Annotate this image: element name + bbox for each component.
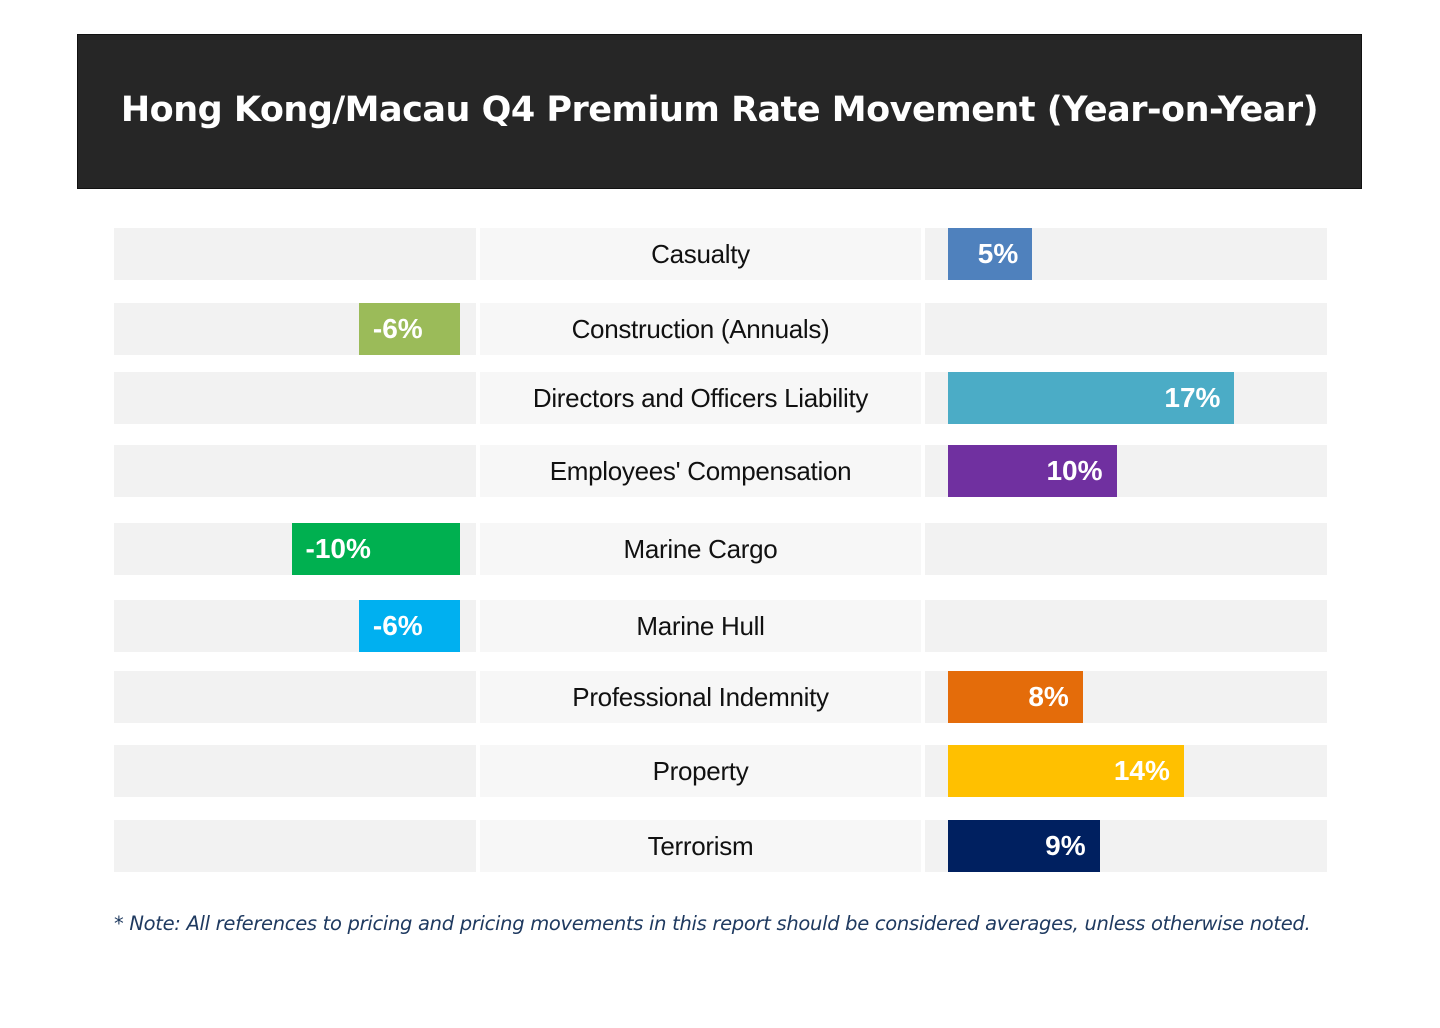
data-label: 10% <box>1046 455 1103 486</box>
footnote: * Note: All references to pricing and pr… <box>114 912 1311 935</box>
chart-title-bar: Hong Kong/Macau Q4 Premium Rate Movement… <box>77 34 1362 189</box>
data-label: 5% <box>977 238 1019 269</box>
category-label: Marine Hull <box>636 610 765 641</box>
row-panel-mid <box>480 372 921 424</box>
data-label: 8% <box>1028 681 1069 712</box>
bar: -6% <box>358 303 460 355</box>
row-panel-right <box>925 523 1327 575</box>
chart-row: Terrorism 9% <box>114 820 1327 872</box>
row-panel-mid <box>480 303 921 355</box>
row-panel-mid <box>480 445 921 497</box>
chart-title: Hong Kong/Macau Q4 Premium Rate Movement… <box>120 89 1319 130</box>
chart-row: Employees' Compensation 10% <box>114 445 1327 497</box>
row-panel-left <box>114 820 476 872</box>
category-label: Construction (Annuals) <box>571 313 830 344</box>
bar: 10% <box>948 445 1117 497</box>
category-label: Casualty <box>651 238 750 269</box>
category-label: Terrorism <box>647 830 754 861</box>
category-label: Employees' Compensation <box>549 455 852 486</box>
category-label: Marine Cargo <box>623 533 778 564</box>
category-label: Directors and Officers Liability <box>532 382 869 413</box>
row-panel-mid <box>480 671 921 723</box>
row-panel-mid <box>480 600 921 652</box>
chart-row: Marine Hull -6% <box>114 600 1327 652</box>
row-panel-left <box>114 445 476 497</box>
bar: 17% <box>948 372 1235 424</box>
row-panel-left <box>114 372 476 424</box>
bar: 5% <box>948 228 1033 280</box>
data-label: 17% <box>1164 382 1221 413</box>
chart-row: Property 14% <box>114 745 1327 797</box>
row-panel-mid <box>480 745 921 797</box>
bar: 9% <box>948 820 1100 872</box>
data-label: 14% <box>1113 755 1170 786</box>
row-panel-right <box>925 600 1327 652</box>
bar: 8% <box>948 671 1083 723</box>
data-label: -6% <box>372 313 423 344</box>
bar: 14% <box>948 745 1184 797</box>
chart-row: Directors and Officers Liability 17% <box>114 372 1327 424</box>
chart-row: Casualty 5% <box>114 228 1327 280</box>
row-panel-right <box>925 303 1327 355</box>
data-label: 9% <box>1045 830 1086 861</box>
data-label: -10% <box>305 533 371 564</box>
row-panel-left <box>114 671 476 723</box>
bar: -6% <box>358 600 460 652</box>
row-panel-mid <box>480 228 921 280</box>
row-panel-mid <box>480 523 921 575</box>
category-label: Property <box>652 755 749 786</box>
chart-row: Construction (Annuals) -6% <box>114 303 1327 355</box>
chart-row: Marine Cargo -10% <box>114 523 1327 575</box>
data-label: -6% <box>372 610 423 641</box>
row-panel-left <box>114 745 476 797</box>
category-label: Professional Indemnity <box>572 681 829 712</box>
row-panel-mid <box>480 820 921 872</box>
chart-row: Professional Indemnity 8% <box>114 671 1327 723</box>
row-panel-left <box>114 228 476 280</box>
bar: -10% <box>291 523 460 575</box>
